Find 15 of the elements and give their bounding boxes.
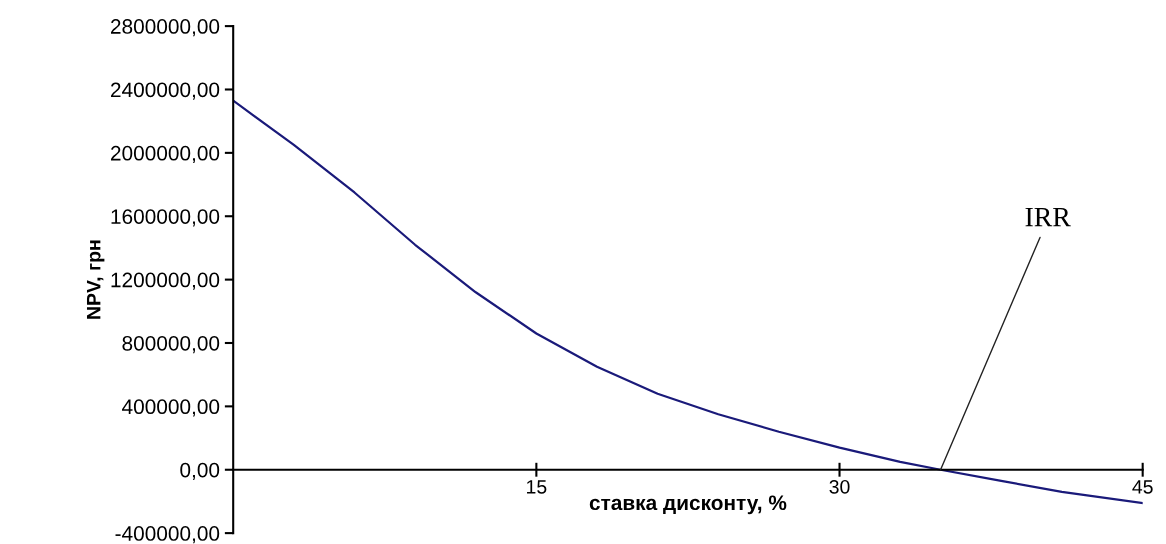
x-tick-label: 15 — [527, 480, 547, 494]
y-tick-label: 2800000,00 — [111, 19, 220, 37]
y-tick-label: 0,00 — [180, 462, 220, 480]
y-tick-label: 400000,00 — [122, 399, 220, 417]
y-tick-label: 2400000,00 — [111, 82, 220, 100]
x-tick-label: 45 — [1132, 480, 1153, 494]
y-tick-label: 1200000,00 — [111, 272, 220, 290]
y-tick-label: -400000,00 — [115, 526, 220, 544]
y-tick-label: 800000,00 — [122, 335, 220, 354]
x-axis-title: ставка дисконту, % — [589, 495, 787, 515]
x-tick-label: 30 — [829, 479, 850, 494]
y-tick-label: 2000000,00 — [111, 145, 220, 164]
y-tick-label: 1600000,00 — [111, 209, 220, 227]
annotation: IRR — [1025, 207, 1071, 227]
y-axis-title: NPV, грн — [86, 240, 105, 319]
